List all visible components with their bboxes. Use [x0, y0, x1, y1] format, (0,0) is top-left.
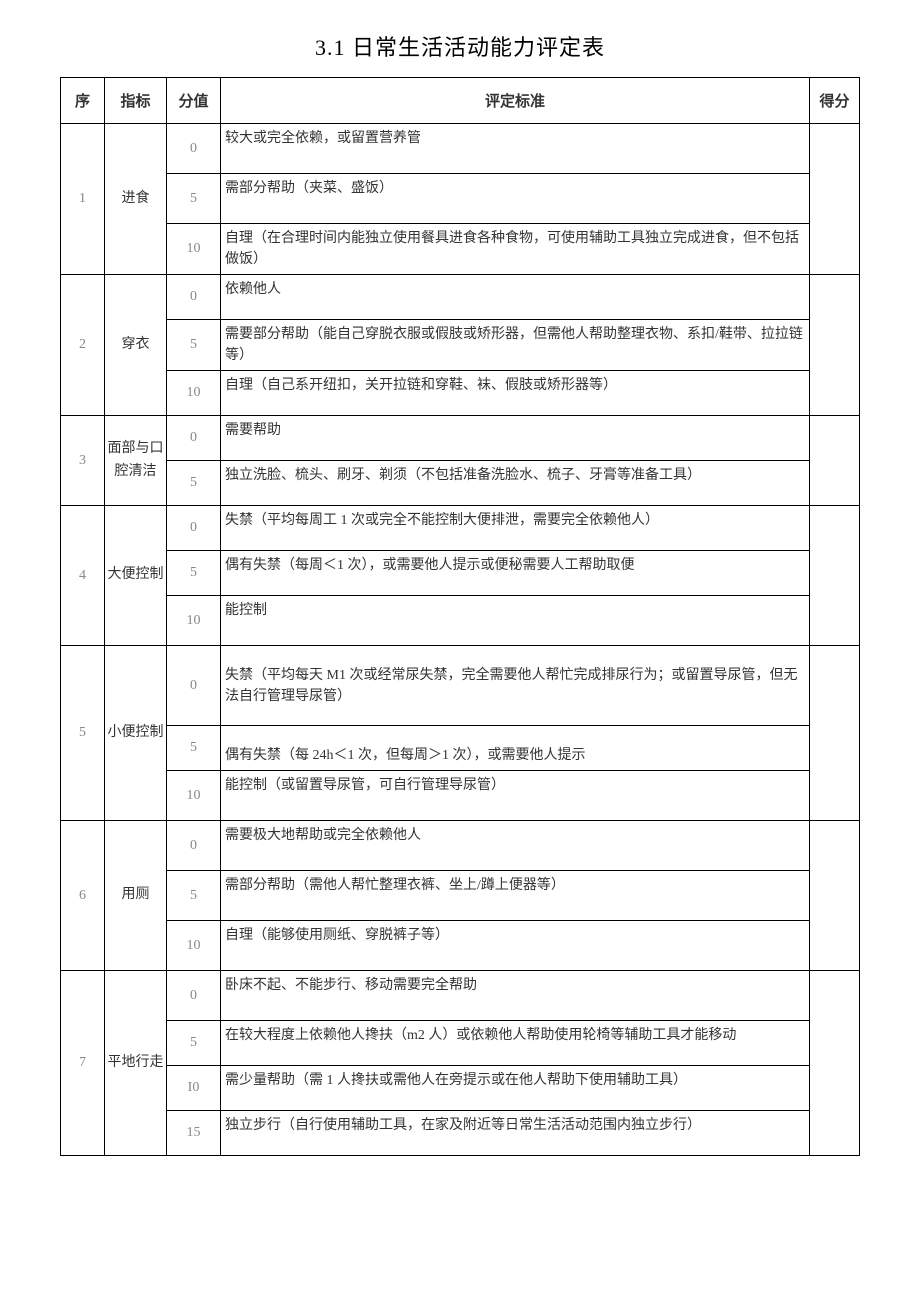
cell-score-value: 0 — [167, 821, 221, 871]
assessment-table: 序 指标 分值 评定标准 得分 1进食0较大或完全依赖，或留置营养管5需部分帮助… — [60, 77, 860, 1156]
cell-score-value: 0 — [167, 646, 221, 726]
cell-criteria: 需部分帮助（需他人帮忙整理衣裤、坐上/蹲上便器等） — [221, 871, 810, 921]
cell-criteria: 较大或完全依赖，或留置营养管 — [221, 124, 810, 174]
table-row: 10自理（在合理时间内能独立使用餐具进食各种食物，可使用辅助工具独立完成进食，但… — [61, 224, 860, 275]
table-row: 3面部与口腔清洁0需要帮助 — [61, 416, 860, 461]
cell-indicator: 进食 — [105, 124, 167, 275]
table-row: 5需部分帮助（需他人帮忙整理衣裤、坐上/蹲上便器等） — [61, 871, 860, 921]
table-row: 5偶有失禁（每 24h＜1 次，但每周＞1 次），或需要他人提示 — [61, 726, 860, 771]
table-row: 7平地行走0卧床不起、不能步行、移动需要完全帮助 — [61, 971, 860, 1021]
cell-criteria: 失禁（平均每周工 1 次或完全不能控制大便排泄，需要完全依赖他人） — [221, 506, 810, 551]
table-row: 6用厕0需要极大地帮助或完全依赖他人 — [61, 821, 860, 871]
cell-score-value: 10 — [167, 371, 221, 416]
cell-criteria: 在较大程度上依赖他人搀扶（m2 人）或依赖他人帮助使用轮椅等辅助工具才能移动 — [221, 1021, 810, 1066]
table-row: 5偶有失禁（每周＜1 次），或需要他人提示或便秘需要人工帮助取便 — [61, 551, 860, 596]
cell-indicator: 用厕 — [105, 821, 167, 971]
cell-seq: 1 — [61, 124, 105, 275]
cell-score-value: 15 — [167, 1111, 221, 1156]
cell-score-value: 10 — [167, 596, 221, 646]
cell-criteria: 自理（自己系开纽扣，关开拉链和穿鞋、袜、假肢或矫形器等） — [221, 371, 810, 416]
cell-criteria: 需要极大地帮助或完全依赖他人 — [221, 821, 810, 871]
cell-criteria: 需要帮助 — [221, 416, 810, 461]
table-row: 5在较大程度上依赖他人搀扶（m2 人）或依赖他人帮助使用轮椅等辅助工具才能移动 — [61, 1021, 860, 1066]
table-row: 5小便控制0失禁（平均每天 M1 次或经常尿失禁，完全需要他人帮忙完成排尿行为；… — [61, 646, 860, 726]
table-row: I0需少量帮助（需 1 人搀扶或需他人在旁提示或在他人帮助下使用辅助工具） — [61, 1066, 860, 1111]
header-seq: 序 — [61, 78, 105, 124]
cell-criteria: 依赖他人 — [221, 275, 810, 320]
header-score: 得分 — [810, 78, 860, 124]
cell-criteria: 独立洗脸、梳头、刷牙、剃须（不包括准备洗脸水、梳子、牙膏等准备工具） — [221, 461, 810, 506]
table-row: 5需要部分帮助（能自己穿脱衣服或假肢或矫形器，但需他人帮助整理衣物、系扣/鞋带、… — [61, 320, 860, 371]
cell-seq: 7 — [61, 971, 105, 1156]
cell-indicator: 小便控制 — [105, 646, 167, 821]
cell-criteria: 需少量帮助（需 1 人搀扶或需他人在旁提示或在他人帮助下使用辅助工具） — [221, 1066, 810, 1111]
table-row: 5独立洗脸、梳头、刷牙、剃须（不包括准备洗脸水、梳子、牙膏等准备工具） — [61, 461, 860, 506]
cell-seq: 2 — [61, 275, 105, 416]
cell-score — [810, 506, 860, 646]
cell-criteria: 能控制 — [221, 596, 810, 646]
cell-criteria: 独立步行（自行使用辅助工具，在家及附近等日常生活活动范围内独立步行） — [221, 1111, 810, 1156]
header-criteria: 评定标准 — [221, 78, 810, 124]
header-indicator: 指标 — [105, 78, 167, 124]
cell-criteria: 需要部分帮助（能自己穿脱衣服或假肢或矫形器，但需他人帮助整理衣物、系扣/鞋带、拉… — [221, 320, 810, 371]
cell-criteria: 失禁（平均每天 M1 次或经常尿失禁，完全需要他人帮忙完成排尿行为；或留置导尿管… — [221, 646, 810, 726]
cell-indicator: 面部与口腔清洁 — [105, 416, 167, 506]
table-row: 5需部分帮助（夹菜、盛饭） — [61, 174, 860, 224]
cell-criteria: 自理（在合理时间内能独立使用餐具进食各种食物，可使用辅助工具独立完成进食，但不包… — [221, 224, 810, 275]
cell-score-value: 0 — [167, 416, 221, 461]
cell-criteria: 需部分帮助（夹菜、盛饭） — [221, 174, 810, 224]
cell-criteria: 自理（能够使用厕纸、穿脱裤子等） — [221, 921, 810, 971]
cell-score-value: 5 — [167, 1021, 221, 1066]
cell-score-value: 0 — [167, 971, 221, 1021]
cell-criteria: 偶有失禁（每周＜1 次），或需要他人提示或便秘需要人工帮助取便 — [221, 551, 810, 596]
table-header-row: 序 指标 分值 评定标准 得分 — [61, 78, 860, 124]
table-row: 10能控制（或留置导尿管，可自行管理导尿管） — [61, 771, 860, 821]
cell-seq: 4 — [61, 506, 105, 646]
cell-score-value: 10 — [167, 771, 221, 821]
cell-criteria: 能控制（或留置导尿管，可自行管理导尿管） — [221, 771, 810, 821]
table-row: 10能控制 — [61, 596, 860, 646]
cell-score-value: 5 — [167, 551, 221, 596]
cell-score-value: 0 — [167, 124, 221, 174]
cell-score-value: 5 — [167, 461, 221, 506]
cell-indicator: 穿衣 — [105, 275, 167, 416]
cell-score-value: I0 — [167, 1066, 221, 1111]
cell-score-value: 10 — [167, 224, 221, 275]
cell-score-value: 5 — [167, 174, 221, 224]
table-row: 15独立步行（自行使用辅助工具，在家及附近等日常生活活动范围内独立步行） — [61, 1111, 860, 1156]
table-row: 2穿衣0依赖他人 — [61, 275, 860, 320]
cell-score-value: 5 — [167, 726, 221, 771]
cell-criteria: 偶有失禁（每 24h＜1 次，但每周＞1 次），或需要他人提示 — [221, 726, 810, 771]
cell-score-value: 0 — [167, 275, 221, 320]
page-title: 3.1 日常生活活动能力评定表 — [60, 30, 860, 62]
cell-score-value: 5 — [167, 320, 221, 371]
header-score-val: 分值 — [167, 78, 221, 124]
cell-score — [810, 416, 860, 506]
cell-seq: 5 — [61, 646, 105, 821]
cell-score — [810, 971, 860, 1156]
cell-score-value: 5 — [167, 871, 221, 921]
cell-score — [810, 821, 860, 971]
cell-indicator: 大便控制 — [105, 506, 167, 646]
cell-score-value: 10 — [167, 921, 221, 971]
cell-score — [810, 275, 860, 416]
cell-indicator: 平地行走 — [105, 971, 167, 1156]
cell-criteria: 卧床不起、不能步行、移动需要完全帮助 — [221, 971, 810, 1021]
table-row: 4大便控制0失禁（平均每周工 1 次或完全不能控制大便排泄，需要完全依赖他人） — [61, 506, 860, 551]
cell-score — [810, 124, 860, 275]
cell-score — [810, 646, 860, 821]
cell-seq: 6 — [61, 821, 105, 971]
table-body: 1进食0较大或完全依赖，或留置营养管5需部分帮助（夹菜、盛饭）10自理（在合理时… — [61, 124, 860, 1156]
cell-score-value: 0 — [167, 506, 221, 551]
cell-seq: 3 — [61, 416, 105, 506]
table-row: 10自理（自己系开纽扣，关开拉链和穿鞋、袜、假肢或矫形器等） — [61, 371, 860, 416]
table-row: 1进食0较大或完全依赖，或留置营养管 — [61, 124, 860, 174]
table-row: 10自理（能够使用厕纸、穿脱裤子等） — [61, 921, 860, 971]
